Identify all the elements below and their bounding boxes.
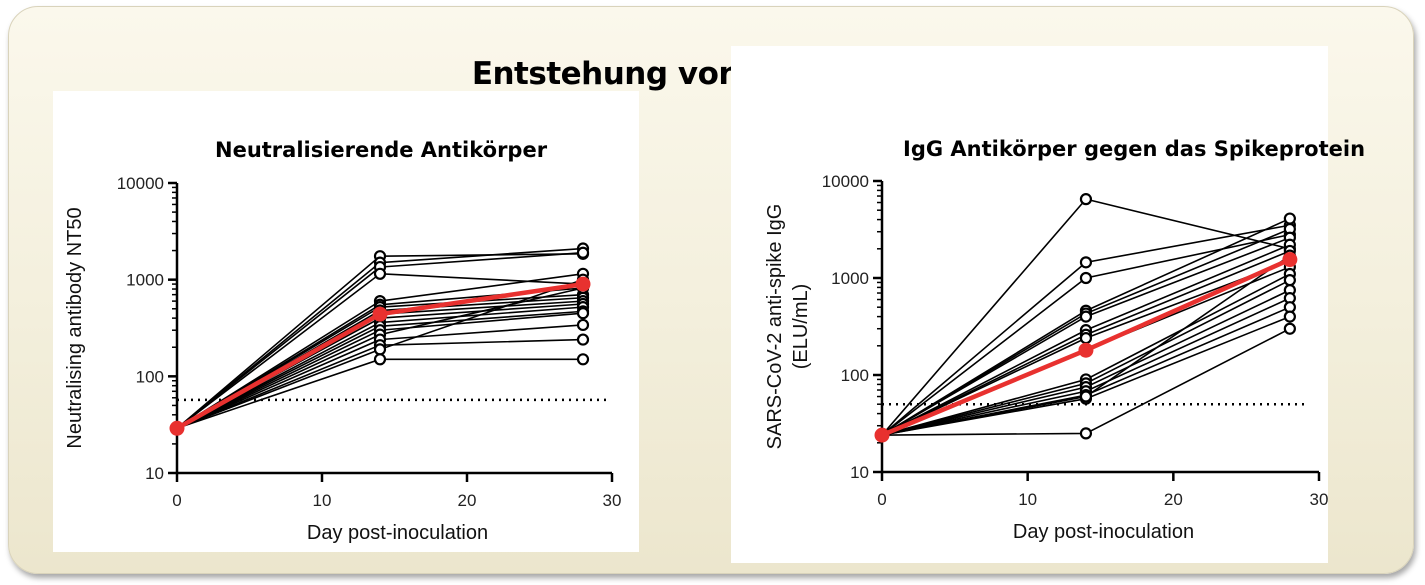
data-point xyxy=(373,267,387,280)
x-tick-label: 30 xyxy=(1310,490,1329,509)
data-point xyxy=(576,246,590,259)
data-point xyxy=(1079,390,1093,403)
mean-data-point xyxy=(575,276,591,292)
x-tick-label: 10 xyxy=(1018,490,1037,509)
chart-igg-svg: 10 100 1000 10000 0 10 20 30 Day post-inoculatio… xyxy=(764,172,1329,543)
x-tick-label: 0 xyxy=(877,490,886,509)
chart-title: Neutralisierende Antikörper xyxy=(215,138,548,162)
chart-neutralising-svg: 10 100 1000 10000 0 10 20 30 Day post-inoculatio… xyxy=(64,174,622,544)
x-tick-label: 0 xyxy=(172,491,181,510)
x-axis-label: Day post-inoculation xyxy=(1013,521,1194,543)
data-point xyxy=(373,343,387,356)
data-point xyxy=(1079,427,1093,440)
data-point xyxy=(1079,256,1093,269)
y-axis-label: Neutralising antibody NT50 xyxy=(64,207,86,448)
data-point xyxy=(1283,212,1296,225)
y-tick-label: 1000 xyxy=(126,271,164,290)
y-tick-label: 1000 xyxy=(831,269,869,288)
y-axis-label: SARS-CoV-2 anti-spike IgG xyxy=(764,204,786,450)
x-tick-label: 30 xyxy=(603,491,622,510)
x-axis-label: Day post-inoculation xyxy=(307,522,488,544)
data-point xyxy=(373,353,387,366)
data-point xyxy=(1079,271,1093,285)
mean-data-point xyxy=(874,427,890,443)
y-tick-label: 10 xyxy=(145,464,164,483)
mean-data-point xyxy=(1078,342,1094,358)
y-tick-label: 10000 xyxy=(822,172,869,191)
y-tick-label: 10000 xyxy=(117,174,164,193)
chart-panel-neutralising: Neutralisierende Antikörper 10 100 1000 100… xyxy=(53,91,639,552)
data-point xyxy=(1079,193,1093,206)
y-axis-label: (ELU/mL) xyxy=(790,284,812,370)
mean-data-point xyxy=(169,420,185,436)
data-point xyxy=(576,318,590,332)
x-tick-label: 20 xyxy=(1164,490,1183,509)
data-point xyxy=(1079,332,1093,345)
y-tick-label: 10 xyxy=(850,463,869,482)
data-point xyxy=(1283,322,1296,335)
y-tick-label: 100 xyxy=(136,367,164,386)
data-point xyxy=(576,353,590,366)
data-point xyxy=(1079,310,1093,323)
data-point xyxy=(1283,274,1296,287)
x-tick-label: 20 xyxy=(458,491,477,510)
data-point xyxy=(576,333,590,346)
x-tick-label: 10 xyxy=(313,491,332,510)
data-point xyxy=(576,307,590,320)
chart-title: IgG Antikörper gegen das Spikeprotein xyxy=(903,137,1366,161)
y-tick-label: 100 xyxy=(841,366,869,385)
data-point xyxy=(1283,310,1296,323)
chart-panel-igg: IgG Antikörper gegen das Spikeprotein 10… xyxy=(731,46,1365,563)
mean-data-point xyxy=(372,306,388,322)
mean-data-point xyxy=(1282,252,1298,268)
